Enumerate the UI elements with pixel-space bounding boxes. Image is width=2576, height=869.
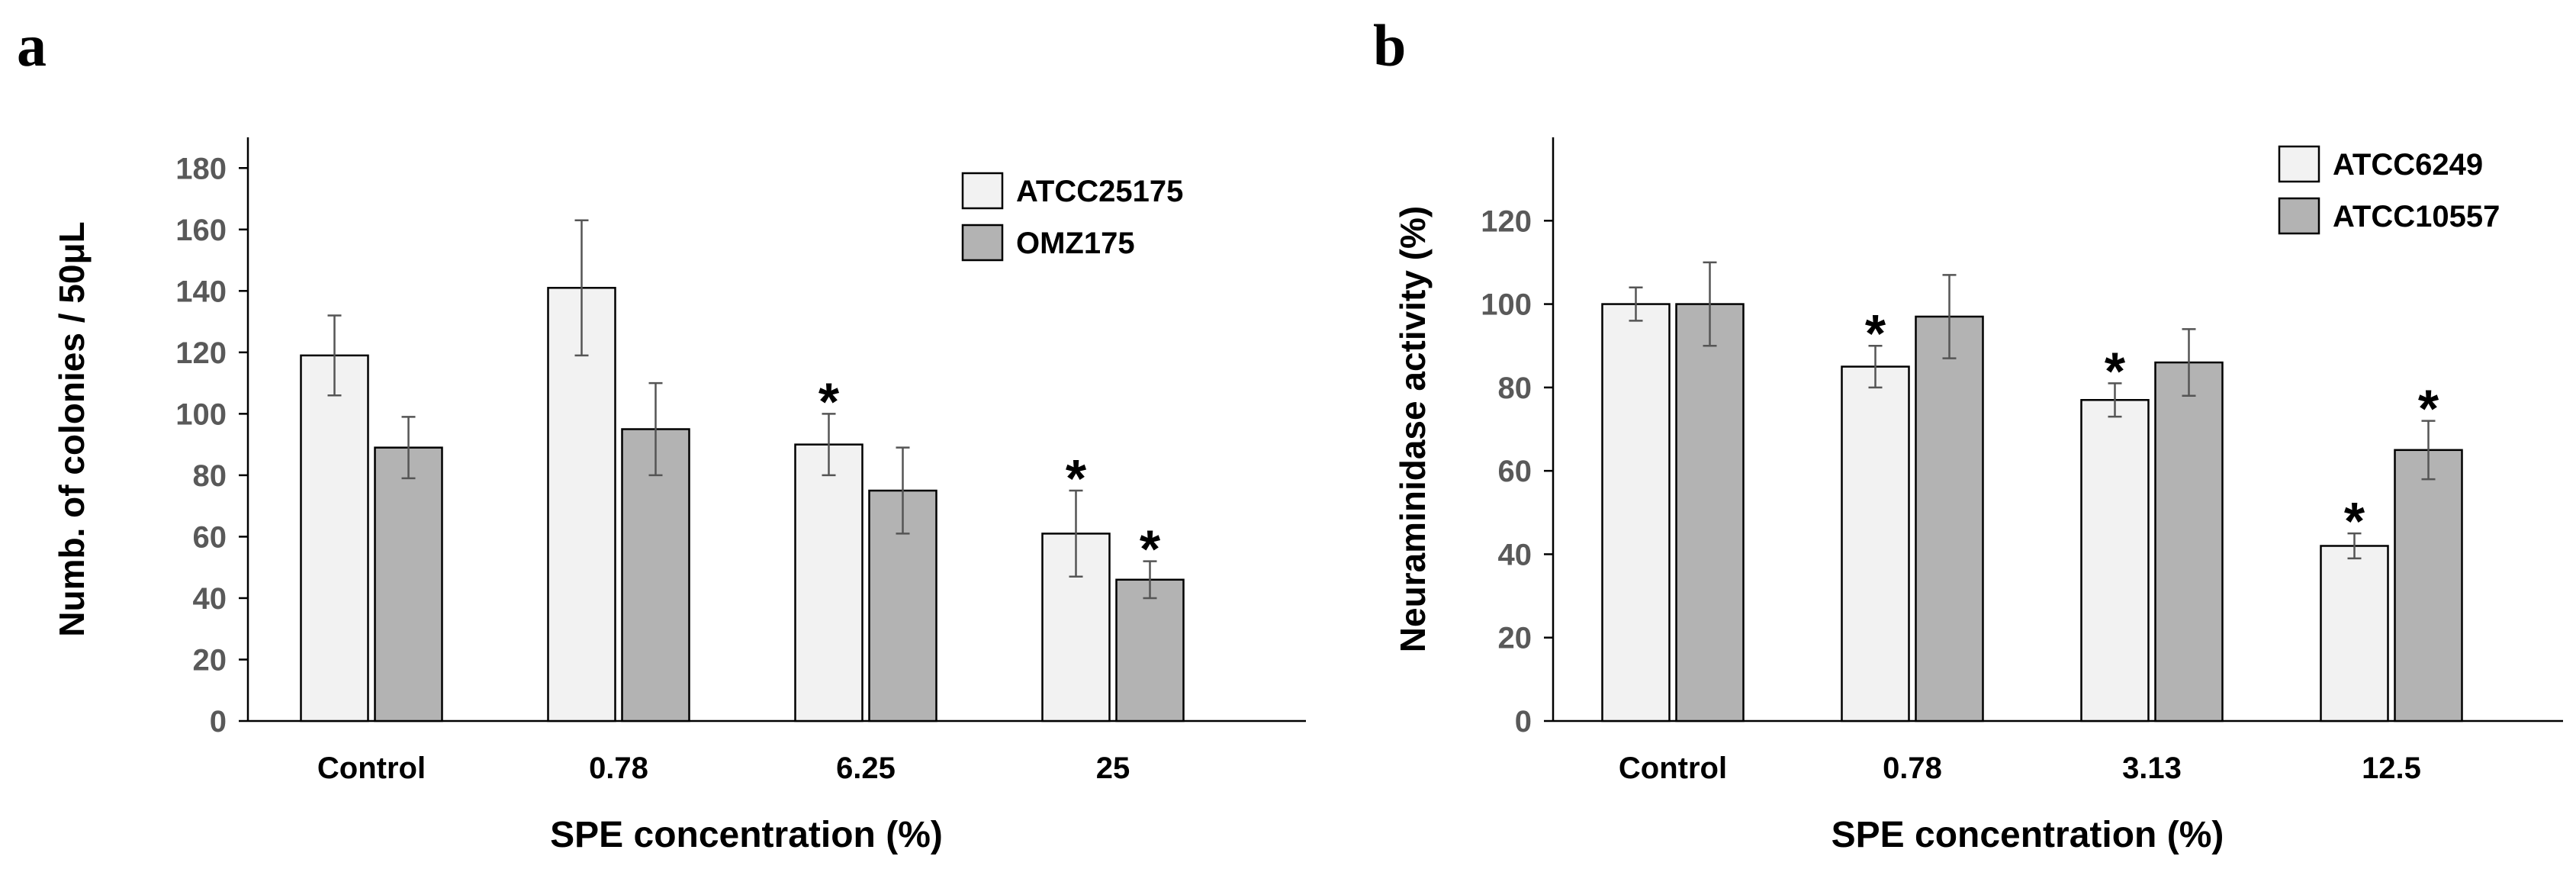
x-tick-label: 25 [1096,752,1130,785]
bar-omz175 [621,428,690,723]
significance-star: * [2418,379,2439,439]
x-axis-label: SPE concentration (%) [1832,815,2224,855]
y-tick-label: 60 [1498,455,1532,488]
bar-atcc10557 [1915,315,1984,723]
y-tick-label: 60 [193,520,227,554]
bar-atcc25175 [300,354,369,723]
x-tick-label: 12.5 [2362,752,2421,785]
x-tick-label: 0.78 [1883,752,1942,785]
bar-atcc6249 [1841,365,1910,723]
legend-label-atcc10557: ATCC10557 [2333,200,2500,233]
y-tick-label: 40 [1498,538,1532,571]
bar-atcc10557 [1675,303,1745,723]
x-tick-label: 0.78 [589,752,648,785]
legend-label-atcc25175: ATCC25175 [1016,175,1183,208]
y-tick-label: 180 [175,152,227,185]
y-tick-label: 100 [175,397,227,431]
y-axis-label: Numb. of colonies / 50μL [52,221,92,636]
panel-a-letter: a [17,12,47,79]
bar-atcc6249 [2080,399,2150,723]
y-tick-label: 0 [210,705,227,739]
significance-star: * [1865,304,1886,363]
significance-star: * [1066,449,1087,508]
y-tick-label: 160 [175,214,227,247]
y-tick-label: 20 [1498,622,1532,655]
bar-atcc10557 [2394,449,2463,723]
legend-swatch-atcc6249 [2278,145,2320,183]
y-tick-label: 120 [175,336,227,370]
x-tick-label: 3.13 [2122,752,2182,785]
y-tick-label: 120 [1481,204,1532,238]
y-tick-label: 20 [193,643,227,677]
significance-star: * [2344,491,2365,551]
legend-swatch-atcc10557 [2278,197,2320,235]
y-tick-label: 40 [193,582,227,616]
y-tick-label: 80 [193,459,227,493]
y-tick-label: 100 [1481,288,1532,322]
bar-omz175 [1115,578,1185,723]
significance-star: * [2105,341,2126,401]
y-tick-label: 140 [175,275,227,308]
bar-atcc10557 [2154,361,2224,723]
bar-atcc6249 [2320,545,2389,723]
x-tick-label: Control [317,752,426,785]
significance-star: * [818,372,840,431]
chart-b: 0 20 40 60 80 100 120 Neuraminidase activity (%… [1393,137,2563,855]
bar-atcc6249 [1601,303,1671,723]
legend-swatch-omz175 [961,224,1004,262]
legend-swatch-atcc25175 [961,172,1004,210]
y-tick-label: 0 [1515,705,1532,739]
x-tick-label: Control [1619,752,1727,785]
significance-star: * [1140,520,1161,579]
y-tick-label: 80 [1498,372,1532,405]
panel-b-letter: b [1373,12,1406,79]
y-axis-label: Neuraminidase activity (%) [1393,206,1433,652]
x-axis-label: SPE concentration (%) [550,815,943,855]
legend-label-atcc6249: ATCC6249 [2333,148,2483,182]
bar-atcc25175 [794,443,863,723]
legend-label-omz175: OMZ175 [1016,227,1135,260]
x-tick-label: 6.25 [836,752,896,785]
chart-a: 0 20 40 60 80 100 120 140 160 180 Numb. of colonie… [52,137,1306,855]
bar-omz175 [374,446,443,723]
